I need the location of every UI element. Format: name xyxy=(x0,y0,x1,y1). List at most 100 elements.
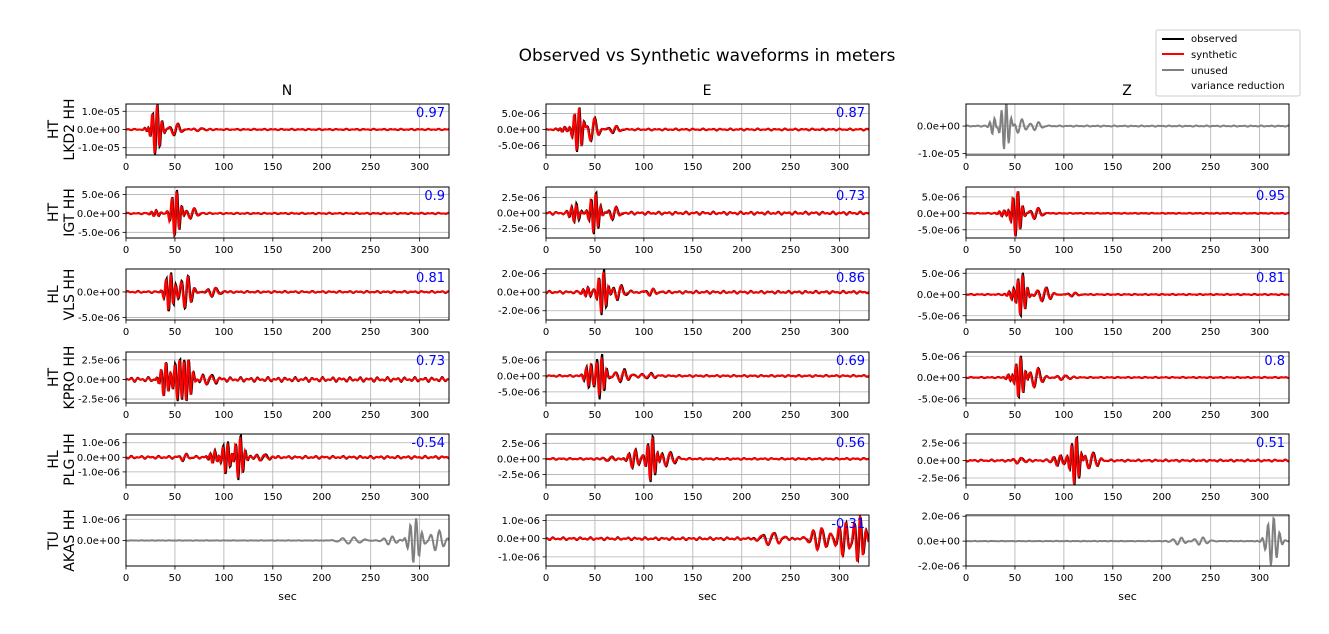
x-tick-label: 100 xyxy=(214,327,233,338)
y-tick-label: 0.0e+00 xyxy=(917,122,960,133)
x-tick-label: 250 xyxy=(361,327,380,338)
x-tick-label: 150 xyxy=(1103,573,1122,584)
y-tick-label: -1.0e-05 xyxy=(918,149,960,160)
x-tick-label: 200 xyxy=(312,162,331,173)
x-tick-label: 200 xyxy=(732,245,751,256)
x-tick-label: 0 xyxy=(123,492,129,503)
series-synthetic xyxy=(546,436,869,481)
x-tick-label: 0 xyxy=(123,573,129,584)
variance-reduction-label: 0.81 xyxy=(1256,271,1285,286)
x-tick-label: 0 xyxy=(543,492,549,503)
x-tick-label: 250 xyxy=(1201,162,1220,173)
x-axis-label: sec xyxy=(698,590,717,603)
x-tick-label: 150 xyxy=(683,410,702,421)
x-tick-label: 150 xyxy=(263,492,282,503)
axes-frame xyxy=(965,433,1290,486)
x-tick-label: 100 xyxy=(1054,410,1073,421)
x-tick-label: 300 xyxy=(830,327,849,338)
x-tick-label: 100 xyxy=(634,410,653,421)
variance-reduction-label: 0.9 xyxy=(424,189,445,204)
series-synthetic xyxy=(126,191,449,237)
figure-title: Observed vs Synthetic waveforms in meter… xyxy=(519,46,896,66)
x-tick-label: 150 xyxy=(1103,245,1122,256)
panel-kpro-z: 0 50 100 150 200 250 300 5.0e-06 0.0e+00 -5.0e-06… xyxy=(917,351,1290,421)
y-tick-label: 5.0e-06 xyxy=(922,192,960,203)
x-tick-label: 100 xyxy=(634,492,653,503)
x-tick-label: 50 xyxy=(589,162,602,173)
x-tick-label: 300 xyxy=(1250,492,1269,503)
y-tick-label: 0.0e+00 xyxy=(497,288,540,299)
x-tick-label: 200 xyxy=(732,410,751,421)
x-tick-label: 250 xyxy=(1201,245,1220,256)
column-title-n: N xyxy=(282,83,292,99)
x-tick-label: 100 xyxy=(214,162,233,173)
x-tick-label: 300 xyxy=(1250,245,1269,256)
x-tick-label: 150 xyxy=(1103,327,1122,338)
x-tick-label: 50 xyxy=(169,410,182,421)
x-tick-label: 50 xyxy=(1009,410,1022,421)
panel-lkd2-z: 0 50 100 150 200 250 300 0.0e+00 -1.0e-05 xyxy=(917,103,1290,173)
row-label-station: AKAS HH xyxy=(62,509,78,571)
variance-reduction-label: 0.51 xyxy=(1256,436,1285,451)
x-tick-label: 50 xyxy=(589,410,602,421)
series-unused xyxy=(126,518,449,563)
series-synthetic xyxy=(546,271,869,313)
x-tick-label: 200 xyxy=(1152,492,1171,503)
x-tick-label: 200 xyxy=(732,573,751,584)
x-tick-label: 250 xyxy=(781,245,800,256)
axes-frame xyxy=(965,186,1290,239)
x-tick-label: 250 xyxy=(781,492,800,503)
x-tick-label: 300 xyxy=(1250,162,1269,173)
panel-lkd2-e: 0 50 100 150 200 250 300 5.0e-06 0.0e+00 -5.0e-06… xyxy=(497,103,870,173)
x-tick-label: 200 xyxy=(1152,162,1171,173)
x-tick-label: 0 xyxy=(963,573,969,584)
panel-lkd2-n: 0 50 100 150 200 250 300 1.0e-05 0.0e+00 -1.0e-05… xyxy=(77,103,450,173)
variance-reduction-label: 0.95 xyxy=(1256,189,1285,204)
x-tick-label: 150 xyxy=(683,573,702,584)
series-synthetic xyxy=(546,515,869,562)
x-tick-label: 200 xyxy=(732,327,751,338)
x-tick-label: 300 xyxy=(410,162,429,173)
x-tick-label: 100 xyxy=(1054,573,1073,584)
x-tick-label: 0 xyxy=(543,162,549,173)
y-tick-label: -5.0e-06 xyxy=(78,313,120,324)
x-tick-label: 250 xyxy=(361,573,380,584)
x-tick-label: 300 xyxy=(1250,410,1269,421)
series-synthetic xyxy=(126,273,449,312)
series-synthetic xyxy=(966,191,1289,236)
x-tick-label: 250 xyxy=(361,162,380,173)
row-label: HL VLS HH xyxy=(46,269,78,321)
panel-igt-e: 0 50 100 150 200 250 300 2.5e-06 0.0e+00 -2.5e-06… xyxy=(497,186,870,256)
series-unused xyxy=(966,104,1289,150)
y-tick-label: 0.0e+00 xyxy=(917,373,960,384)
x-tick-label: 300 xyxy=(830,573,849,584)
x-tick-label: 150 xyxy=(1103,162,1122,173)
panel-akas-e: 0 50 100 150 200 250 300 1.0e-06 0.0e+00 -1.0e-06… xyxy=(497,514,870,603)
axes-frame xyxy=(125,351,450,404)
x-tick-label: 100 xyxy=(634,245,653,256)
x-tick-label: 50 xyxy=(169,162,182,173)
panel-igt-n: 0 50 100 150 200 250 300 5.0e-06 0.0e+00 -5.0e-06… xyxy=(77,186,450,256)
axes-frame xyxy=(545,268,870,321)
x-tick-label: 300 xyxy=(410,327,429,338)
row-label-network: HT xyxy=(46,368,62,388)
variance-reduction-label: 0.73 xyxy=(836,189,865,204)
x-tick-label: 300 xyxy=(410,410,429,421)
axes-frame xyxy=(125,268,450,321)
row-label: HT LKD2 HH xyxy=(46,98,78,160)
x-tick-label: 200 xyxy=(312,492,331,503)
x-tick-label: 200 xyxy=(1152,573,1171,584)
series-synthetic xyxy=(966,274,1289,315)
y-tick-label: 5.0e-06 xyxy=(502,355,540,366)
y-tick-label: 0.0e+00 xyxy=(77,375,120,386)
y-tick-label: 5.0e-06 xyxy=(82,190,120,201)
panel-plg-n: 0 50 100 150 200 250 300 1.0e-06 0.0e+00 -1.0e-06… xyxy=(77,433,450,503)
row-label-station: PLG HH xyxy=(62,433,78,486)
y-tick-label: 0.0e+00 xyxy=(917,290,960,301)
axes-frame xyxy=(545,351,870,404)
x-tick-label: 250 xyxy=(781,327,800,338)
column-title-e: E xyxy=(703,83,712,99)
y-tick-label: -5.0e-06 xyxy=(918,225,960,236)
row-label: TU AKAS HH xyxy=(46,509,78,571)
